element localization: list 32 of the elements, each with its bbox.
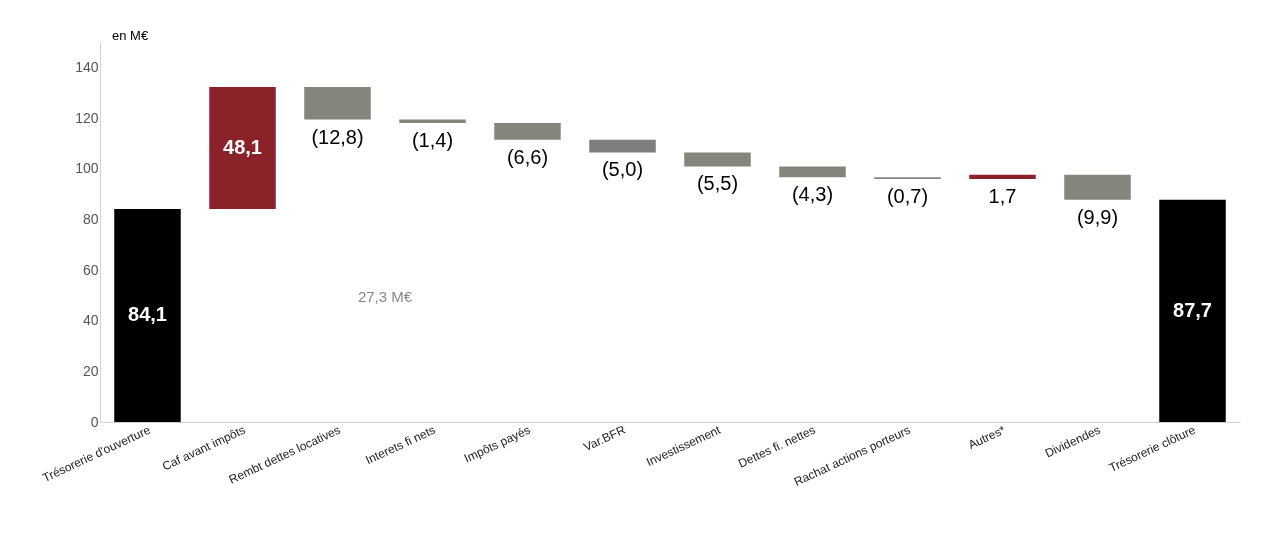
y-tick-label: 20 xyxy=(82,362,99,379)
data-label: (1,4) xyxy=(411,129,454,152)
data-label: (5,5) xyxy=(696,172,739,195)
data-label: 1,7 xyxy=(988,185,1017,208)
bar xyxy=(1064,174,1131,200)
bar xyxy=(114,208,181,422)
data-label: 87,7 xyxy=(1173,298,1212,321)
y-tick-label: 0 xyxy=(90,413,99,430)
y-tick-label: 100 xyxy=(75,160,99,177)
bar xyxy=(209,87,276,209)
data-label: (5,0) xyxy=(601,158,644,181)
data-label: 48,1 xyxy=(223,136,262,159)
y-tick-label: 40 xyxy=(82,312,99,329)
y-tick-label: 80 xyxy=(82,210,99,227)
annotation: 27,3 M€ xyxy=(357,288,413,305)
data-label: (4,3) xyxy=(791,183,834,206)
bar xyxy=(779,166,846,178)
y-tick-label: 60 xyxy=(82,261,99,278)
bar xyxy=(304,87,371,120)
bar xyxy=(684,152,751,167)
data-label: (12,8) xyxy=(311,125,364,148)
bar xyxy=(494,123,561,140)
data-label: (6,6) xyxy=(506,145,549,168)
data-label: 84,1 xyxy=(128,303,167,326)
annotation: en M€ xyxy=(112,28,149,43)
bar xyxy=(969,174,1036,180)
bar xyxy=(1159,199,1226,422)
data-label: (9,9) xyxy=(1076,205,1119,228)
y-tick-label: 120 xyxy=(75,109,99,126)
bar xyxy=(589,139,656,153)
data-label: (0,7) xyxy=(886,185,929,208)
y-tick-label: 140 xyxy=(75,58,99,75)
